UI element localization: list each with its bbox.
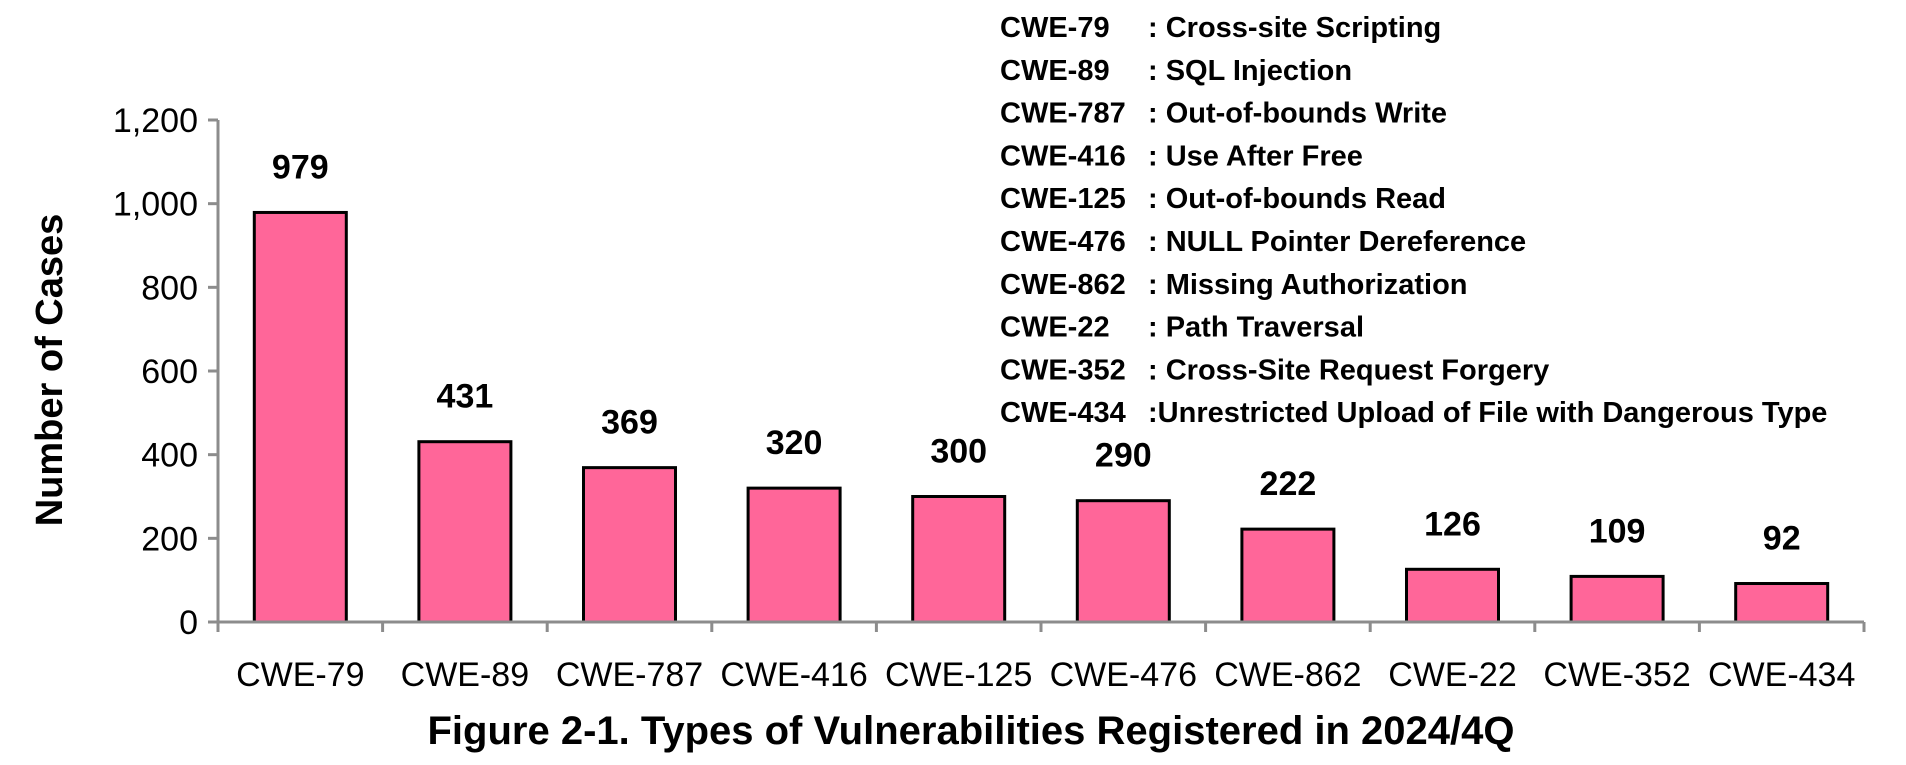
- y-axis-title: Number of Cases: [29, 214, 71, 527]
- legend-description: :Unrestricted Upload of File with Danger…: [1148, 397, 1827, 429]
- x-tick-label: CWE-22: [1388, 656, 1516, 694]
- y-tick-label: 200: [141, 520, 198, 558]
- x-tick-label: CWE-787: [556, 656, 703, 694]
- x-tick-label: CWE-862: [1214, 656, 1361, 694]
- figure-caption: Figure 2-1. Types of Vulnerabilities Reg…: [427, 709, 1514, 753]
- data-label: 300: [930, 433, 987, 471]
- x-tick-label: CWE-79: [236, 656, 364, 694]
- bar-cwe-476: [1075, 499, 1171, 624]
- bar-cwe-89: [417, 440, 513, 624]
- bar-cwe-416: [746, 486, 842, 624]
- legend-description: : Out-of-bounds Read: [1148, 183, 1446, 215]
- bar-cwe-79: [252, 210, 348, 624]
- x-tick-label: CWE-416: [720, 656, 867, 694]
- x-tick-label: CWE-476: [1050, 656, 1197, 694]
- bar-cwe-787: [582, 466, 677, 624]
- data-label: 290: [1095, 437, 1152, 475]
- y-tick-label: 400: [141, 437, 198, 475]
- legend-description: : Out-of-bounds Write: [1148, 98, 1447, 130]
- legend-code: CWE-787: [1000, 98, 1126, 130]
- y-axis: 0 200 400 600 800 1,000 1,200: [113, 102, 220, 642]
- x-tick-label: CWE-352: [1543, 656, 1690, 694]
- x-tick-label: CWE-89: [401, 656, 529, 694]
- y-tick-label: 1,200: [113, 102, 198, 140]
- legend-description: : NULL Pointer Dereference: [1148, 226, 1526, 258]
- data-label: 979: [272, 148, 329, 186]
- data-label: 109: [1589, 512, 1646, 550]
- x-tick-label: CWE-434: [1708, 656, 1855, 694]
- data-label: 431: [437, 378, 494, 416]
- legend-description: : Missing Authorization: [1148, 269, 1468, 301]
- y-tick-label: 0: [179, 604, 198, 642]
- x-axis: CWE-79 CWE-89 CWE-787 CWE-416 CWE-125 CWE-476…: [216, 620, 1866, 694]
- y-tick-label: 800: [141, 269, 198, 307]
- bar-cwe-352: [1569, 574, 1665, 624]
- legend-code: CWE-416: [1000, 140, 1126, 172]
- legend-code: CWE-434: [1000, 397, 1126, 429]
- y-tick-label: 1,000: [113, 186, 198, 224]
- bar-cwe-22: [1405, 567, 1500, 624]
- data-label: 369: [601, 404, 658, 442]
- bars: 979 431 369 320 300 290 222 126 109 92: [252, 148, 1830, 624]
- bar-cwe-862: [1240, 527, 1336, 624]
- legend-description: : Cross-Site Request Forgery: [1148, 354, 1549, 386]
- data-label: 222: [1260, 465, 1317, 503]
- legend-code: CWE-125: [1000, 183, 1126, 215]
- x-tick-label: CWE-125: [885, 656, 1032, 694]
- data-label: 126: [1424, 505, 1481, 543]
- legend: CWE-79 : Cross-site Scripting CWE-89 : SQL …: [1000, 12, 1827, 429]
- legend-description: : Path Traversal: [1148, 312, 1364, 344]
- legend-code: CWE-352: [1000, 354, 1126, 386]
- legend-code: CWE-22: [1000, 312, 1110, 344]
- legend-description: : Cross-site Scripting: [1148, 12, 1441, 44]
- bar-cwe-434: [1734, 582, 1830, 624]
- data-label: 92: [1763, 520, 1801, 558]
- y-tick-label: 600: [141, 353, 198, 391]
- legend-description: : SQL Injection: [1148, 55, 1352, 87]
- legend-code: CWE-79: [1000, 12, 1110, 44]
- bar-cwe-125: [911, 495, 1007, 624]
- legend-code: CWE-89: [1000, 55, 1110, 87]
- legend-code: CWE-862: [1000, 269, 1126, 301]
- data-label: 320: [766, 424, 823, 462]
- legend-code: CWE-476: [1000, 226, 1126, 258]
- legend-description: : Use After Free: [1148, 140, 1363, 172]
